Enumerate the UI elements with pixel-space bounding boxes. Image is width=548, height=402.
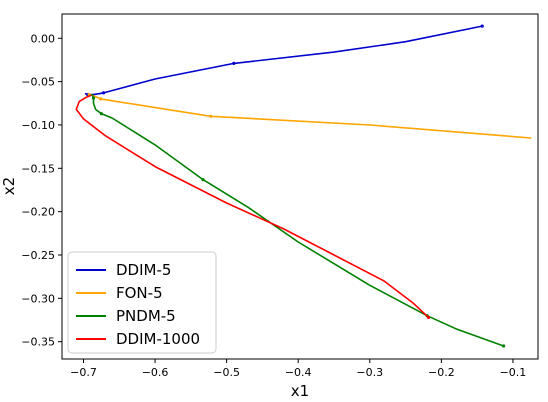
y-tick-label: −0.20 [21, 206, 55, 219]
x-tick-label: −0.6 [142, 366, 169, 379]
series-point-pndm-5-4 [91, 96, 96, 100]
legend-label: DDIM-1000 [116, 330, 200, 348]
series-line-pndm-5 [91, 93, 505, 347]
x-tick-label: −0.1 [500, 366, 527, 379]
series-layer [75, 24, 532, 348]
series-point-fon-5-1 [99, 97, 103, 101]
legend-label: FON-5 [116, 284, 163, 302]
x-tick-label: −0.7 [70, 366, 97, 379]
legend: DDIM-5 FON-5 PNDM-5 DDIM-1000 [67, 251, 217, 354]
x-axis-label: x1 [291, 382, 309, 400]
series-point-ddim-5-0 [480, 24, 484, 28]
x-tick-label: −0.4 [285, 366, 312, 379]
x-tick-label: −0.5 [213, 366, 240, 379]
series-line-ddim-1000 [75, 94, 430, 319]
series-point-fon-5-0 [209, 114, 213, 118]
y-tick-label: −0.35 [21, 336, 55, 349]
y-tick-label: −0.30 [21, 292, 55, 305]
series-point-pndm-5-3 [99, 112, 103, 116]
series-point-ddim-1000-0 [426, 315, 431, 319]
series-point-pndm-5-0 [502, 344, 506, 348]
y-tick-label: −0.05 [21, 76, 55, 89]
y-axis-label: x2 [0, 177, 18, 195]
series-point-ddim-5-2 [101, 91, 106, 95]
x-tick-label: −0.3 [356, 366, 383, 379]
y-tick-label: 0.00 [31, 32, 56, 45]
x-tick-label: −0.2 [428, 366, 455, 379]
ticks-layer: −0.7 −0.6 −0.5 −0.4 −0.3 −0.2 −0.1 0.00 −0.05 −0.… [21, 32, 526, 379]
legend-box [67, 251, 217, 354]
y-tick-label: −0.15 [21, 162, 55, 175]
series-point-ddim-5-1 [232, 61, 236, 65]
y-tick-label: −0.25 [21, 249, 55, 262]
legend-label: DDIM-5 [116, 261, 171, 279]
legend-label: PNDM-5 [116, 307, 176, 325]
series-point-pndm-5-2 [201, 178, 205, 182]
y-tick-label: −0.10 [21, 119, 55, 132]
